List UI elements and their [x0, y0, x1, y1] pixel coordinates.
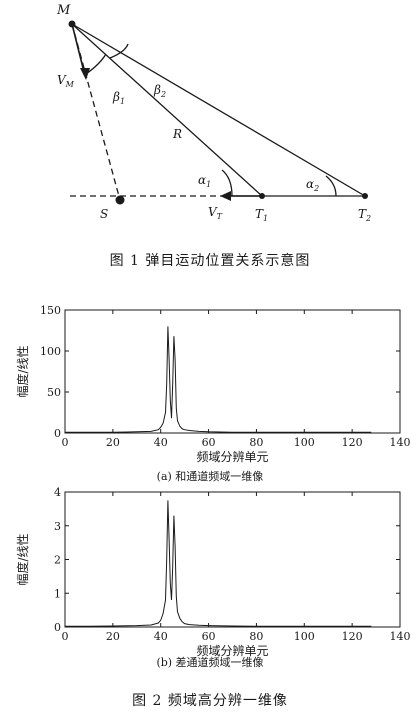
figure1-caption: 图 1 弹目运动位置关系示意图 — [109, 253, 311, 269]
plot-frame — [64, 309, 401, 434]
y-axis-label: 幅度/线性 — [15, 345, 30, 397]
x-tick-label: 0 — [62, 436, 69, 449]
x-axis-label: 频域分辨单元 — [196, 450, 268, 464]
series-line — [65, 500, 372, 627]
x-tick-label: 140 — [390, 436, 411, 449]
y-axis-label: 幅度/线性 — [15, 533, 30, 585]
y-tick-label: 4 — [54, 486, 61, 499]
point-S — [115, 195, 125, 205]
alpha1-arc — [221, 169, 233, 197]
label-beta1: β1 — [112, 90, 125, 106]
x-tick-label: 80 — [249, 630, 263, 643]
beta2-arc — [109, 43, 129, 59]
label-T2: T2 — [358, 207, 371, 223]
y-tick-label: 0 — [54, 427, 61, 440]
label-M: M — [56, 3, 71, 18]
label-VT: VT — [208, 205, 223, 221]
x-tick-label: 100 — [294, 436, 315, 449]
x-tick-label: 60 — [202, 630, 216, 643]
label-alpha2: α2 — [306, 177, 319, 193]
y-tick-label: 1 — [54, 587, 61, 600]
y-tick-label: 150 — [40, 304, 61, 317]
point-T2 — [362, 193, 368, 199]
x-tick-label: 40 — [154, 630, 168, 643]
x-tick-label: 20 — [106, 630, 120, 643]
x-tick-label: 60 — [202, 436, 216, 449]
figure1-arrowheads — [68, 20, 368, 205]
point-M — [68, 20, 76, 28]
vt-arrowhead — [220, 191, 231, 201]
x-axis-label: 频域分辨单元 — [196, 644, 268, 658]
series-line — [65, 326, 372, 433]
figure1-labels: M VM β1 β2 R α1 α2 VT T1 T2 S — [56, 3, 371, 223]
alpha2-arc — [325, 175, 337, 197]
x-tick-label: 0 — [62, 630, 69, 643]
y-tick-label: 100 — [40, 345, 61, 358]
chart-b-subtitle: (b) 差通道频域一维像 — [156, 656, 264, 669]
vm-arrowhead — [80, 68, 90, 80]
label-alpha1: α1 — [198, 173, 211, 189]
vm-vector — [71, 23, 85, 73]
y-tick-label: 2 — [54, 554, 61, 567]
chart-a-subtitle: (a) 和通道频域一维像 — [156, 470, 264, 483]
label-T1: T1 — [255, 207, 268, 223]
x-tick-label: 80 — [249, 436, 263, 449]
point-T1 — [259, 193, 265, 199]
x-tick-label: 120 — [342, 436, 363, 449]
figure2-caption: 图 2 频域高分辨一维像 — [132, 693, 288, 709]
label-beta2: β2 — [153, 83, 166, 99]
x-tick-label: 40 — [154, 436, 168, 449]
label-VM: VM — [57, 73, 75, 89]
y-tick-label: 0 — [54, 621, 61, 634]
y-tick-label: 50 — [47, 386, 61, 399]
figure1-diagram — [70, 23, 366, 201]
label-S: S — [100, 207, 108, 221]
x-tick-label: 100 — [294, 630, 315, 643]
chart-b: 0 20 40 60 80 100 120 140 0 1 2 3 4 频域分辨单元 幅度/线性 — [15, 486, 411, 658]
line-M-T2 — [71, 23, 366, 197]
x-tick-label: 140 — [390, 630, 411, 643]
label-R: R — [172, 127, 182, 141]
x-tick-label: 20 — [106, 436, 120, 449]
line-M-T1-R — [71, 23, 263, 197]
chart-a: 0 20 40 60 80 100 120 140 0 50 100 150 频域分辨单元 幅度/线性 — [15, 304, 411, 464]
plot-frame — [64, 491, 401, 628]
y-tick-label: 3 — [54, 520, 61, 533]
x-tick-label: 120 — [342, 630, 363, 643]
